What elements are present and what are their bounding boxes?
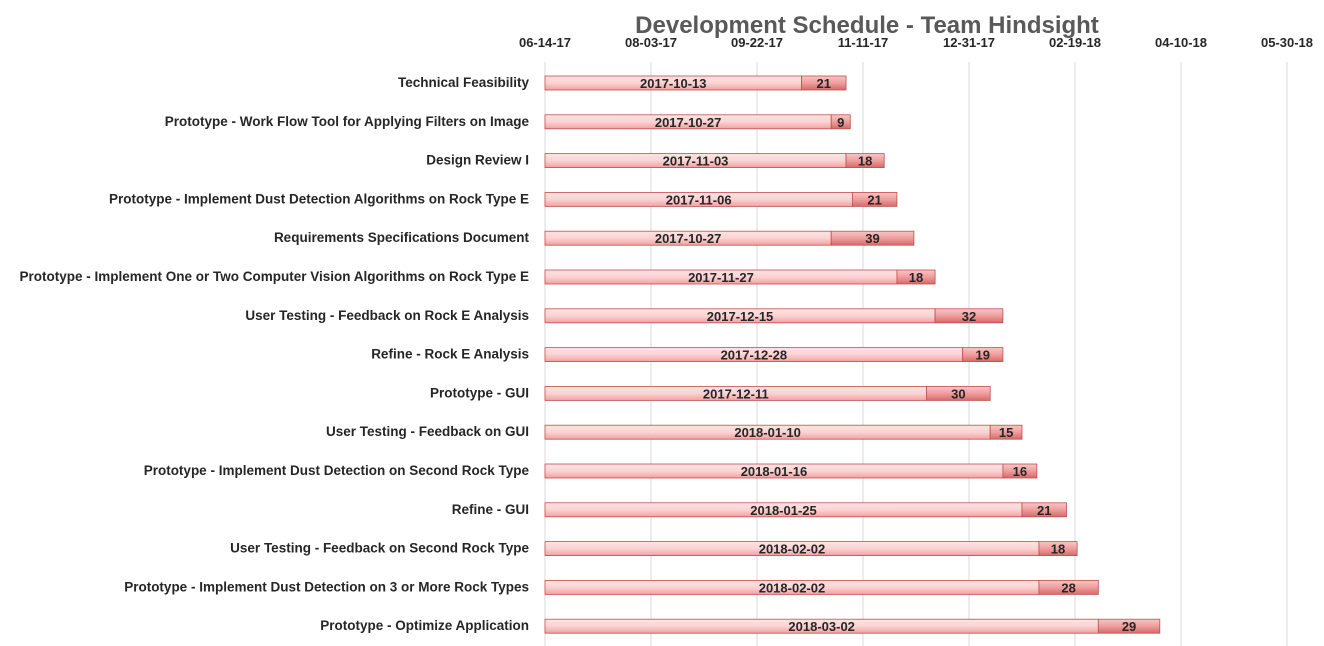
task-labels: Technical Feasibility Prototype - Work Fl… bbox=[19, 75, 529, 633]
start-date-label: 2017-12-11 bbox=[703, 386, 769, 401]
duration-bar bbox=[1097, 618, 1161, 634]
start-date-label: 2017-11-03 bbox=[663, 154, 729, 169]
x-tick-label: 08-03-17 bbox=[625, 35, 677, 50]
duration-label: 32 bbox=[962, 309, 976, 324]
duration-bar bbox=[830, 230, 915, 246]
duration-bar bbox=[926, 385, 991, 401]
duration-label: 18 bbox=[909, 270, 923, 285]
duration-bar bbox=[989, 424, 1023, 440]
start-date-label: 2017-10-13 bbox=[640, 76, 707, 91]
duration-bar bbox=[934, 308, 1004, 324]
start-date-label: 2017-12-28 bbox=[721, 348, 788, 363]
start-date-label: 2018-03-02 bbox=[788, 619, 855, 634]
duration-bar bbox=[896, 269, 936, 285]
task-label: Prototype - Implement One or Two Compute… bbox=[19, 269, 529, 284]
duration-bar bbox=[830, 114, 851, 130]
duration-label: 21 bbox=[1037, 503, 1051, 518]
duration-label: 21 bbox=[817, 76, 831, 91]
x-tick-label: 05-30-18 bbox=[1261, 35, 1313, 50]
duration-label: 28 bbox=[1061, 580, 1075, 595]
duration-label: 39 bbox=[865, 231, 879, 246]
task-label: Prototype - Work Flow Tool for Applying … bbox=[165, 114, 530, 129]
x-tick-label: 09-22-17 bbox=[731, 35, 783, 50]
start-date-label: 2017-12-15 bbox=[707, 309, 774, 324]
x-tick-label: 04-10-18 bbox=[1155, 35, 1207, 50]
start-date-label: 2017-10-27 bbox=[655, 231, 722, 246]
duration-bar bbox=[845, 153, 885, 169]
x-tick-label: 02-19-18 bbox=[1049, 35, 1101, 50]
duration-label: 19 bbox=[976, 348, 990, 363]
task-label: Prototype - GUI bbox=[430, 385, 529, 400]
task-label: User Testing - Feedback on GUI bbox=[326, 424, 529, 439]
task-label: User Testing - Feedback on Rock E Analys… bbox=[245, 308, 529, 323]
chart-title: Development Schedule - Team Hindsight bbox=[635, 12, 1099, 39]
task-label: Prototype - Optimize Application bbox=[320, 618, 529, 633]
start-date-label: 2018-01-16 bbox=[741, 464, 808, 479]
task-label: Design Review I bbox=[426, 153, 529, 168]
start-date-label: 2018-02-02 bbox=[759, 542, 826, 557]
task-label: User Testing - Feedback on Second Rock T… bbox=[230, 541, 529, 556]
duration-bar bbox=[1002, 463, 1038, 479]
task-label: Prototype - Implement Dust Detection on … bbox=[144, 463, 530, 478]
duration-label: 30 bbox=[951, 386, 965, 401]
duration-label: 9 bbox=[837, 115, 844, 130]
start-date-label: 2018-01-25 bbox=[750, 503, 817, 518]
duration-bar bbox=[801, 75, 847, 91]
x-tick-label: 12-31-17 bbox=[943, 35, 995, 50]
duration-label: 18 bbox=[858, 154, 872, 169]
x-tick-label: 11-11-17 bbox=[838, 35, 889, 50]
task-label: Prototype - Implement Dust Detection on … bbox=[124, 579, 529, 594]
duration-label: 15 bbox=[999, 425, 1013, 440]
start-date-label: 2018-02-02 bbox=[759, 580, 826, 595]
task-label: Requirements Specifications Document bbox=[274, 230, 530, 245]
task-label: Prototype - Implement Dust Detection Alg… bbox=[109, 191, 529, 206]
duration-bar bbox=[1021, 502, 1067, 518]
duration-label: 18 bbox=[1051, 542, 1065, 557]
task-label: Refine - GUI bbox=[452, 502, 529, 517]
start-date-label: 2017-11-06 bbox=[666, 192, 732, 207]
x-axis-ticks: 06-14-17 08-03-17 09-22-17 11-11-17 12-31-17… bbox=[519, 35, 1313, 50]
duration-bar bbox=[962, 347, 1004, 363]
duration-bar bbox=[1038, 541, 1078, 556]
duration-bar bbox=[852, 191, 898, 207]
start-date-label: 2018-01-10 bbox=[734, 425, 801, 440]
start-date-label: 2017-10-27 bbox=[655, 115, 722, 130]
duration-bar bbox=[1038, 580, 1099, 595]
duration-label: 21 bbox=[867, 192, 881, 207]
task-label: Technical Feasibility bbox=[398, 75, 530, 90]
start-date-label: 2017-11-27 bbox=[688, 270, 754, 285]
duration-label: 16 bbox=[1013, 464, 1027, 479]
task-label: Refine - Rock E Analysis bbox=[371, 347, 529, 362]
x-tick-label: 06-14-17 bbox=[519, 35, 571, 50]
duration-label: 29 bbox=[1122, 619, 1136, 634]
bars: 2017-10-13 21 2017-10-27 9 2017-11-03 18 2017-… bbox=[544, 75, 1161, 634]
